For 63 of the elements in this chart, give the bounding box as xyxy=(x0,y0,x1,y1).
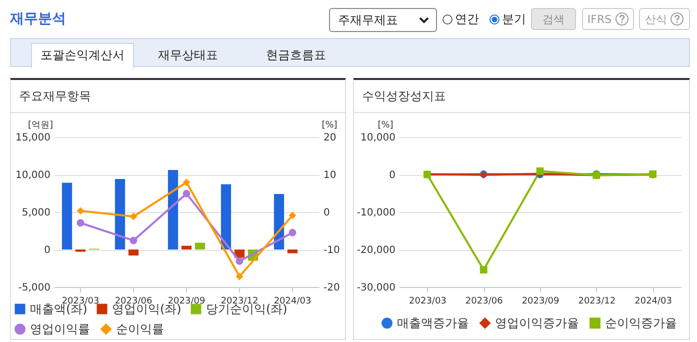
point xyxy=(288,212,296,220)
bar xyxy=(128,250,139,256)
legend-label: 순이익증가율 xyxy=(605,316,677,330)
y-tick-label: 10,000 xyxy=(360,132,396,144)
chart-title: 주요재무항목 xyxy=(11,80,345,113)
y-tick-label: -20,000 xyxy=(356,245,396,256)
point xyxy=(76,219,84,227)
y2-tick-label: 20 xyxy=(324,132,336,144)
y-tick-label: 15,000 xyxy=(16,132,50,144)
y-tick-label: 0 xyxy=(389,170,396,181)
y-tick-label: -30,000 xyxy=(356,282,396,294)
x-tick-label: 2024/03 xyxy=(634,296,672,306)
text: 재무상태표 xyxy=(158,47,218,64)
text: 연간 xyxy=(455,11,479,28)
y-tick-label: -10,000 xyxy=(356,208,396,218)
legend-label: 영업이익률 xyxy=(30,322,90,336)
point xyxy=(236,272,244,280)
legend-label: 영업이익(좌) xyxy=(112,302,182,316)
y-tick-label: -5,000 xyxy=(18,282,50,294)
bar xyxy=(287,250,298,254)
point xyxy=(480,266,488,274)
legend-label: 매출액증가율 xyxy=(397,316,469,330)
point xyxy=(536,167,544,175)
point xyxy=(130,212,138,220)
text: 재무분석 xyxy=(10,10,66,28)
y-axis-title: [억원] xyxy=(28,120,54,130)
y2-tick-label: 10 xyxy=(324,170,336,181)
text: 산식 xyxy=(645,12,667,26)
point xyxy=(182,190,190,198)
text: 현금흐름표 xyxy=(266,47,326,64)
point xyxy=(76,207,84,215)
y2-tick-label: 0 xyxy=(324,208,330,218)
legend-label: 순이익률 xyxy=(116,322,164,336)
bar xyxy=(220,184,232,250)
text: 검색 xyxy=(531,8,576,30)
y2-axis-title: [%] xyxy=(322,120,338,130)
x-tick-label: 2023/09 xyxy=(522,296,560,306)
point xyxy=(288,228,296,236)
bar xyxy=(181,246,192,250)
bar xyxy=(114,179,126,250)
y-tick-label: 10,000 xyxy=(16,170,50,181)
y2-tick-label: -10 xyxy=(324,245,340,256)
y2-tick-label: -20 xyxy=(324,282,340,294)
bar xyxy=(194,242,206,250)
y-axis-title: [%] xyxy=(378,120,394,130)
x-tick-label: 2023/12 xyxy=(578,296,616,306)
text: 분기 xyxy=(502,11,526,28)
point xyxy=(236,257,244,265)
x-tick-label: 2023/03 xyxy=(409,296,446,306)
text: 포괄손익계산서 xyxy=(31,43,134,68)
legend-label: 당기순이익(좌) xyxy=(206,302,288,316)
text: IFRS xyxy=(587,12,612,26)
point xyxy=(130,236,138,244)
bar xyxy=(62,182,72,250)
chart-title: 수익성장성지표 xyxy=(354,80,689,113)
legend-label: 매출액(좌) xyxy=(30,302,88,316)
legend-label: 영업이익증가율 xyxy=(495,316,579,330)
y-tick-label: 0 xyxy=(44,245,50,256)
bar xyxy=(168,170,178,250)
text: 주재무제표 xyxy=(329,8,437,32)
x-tick-label: 2023/06 xyxy=(465,296,504,306)
y-tick-label: 5,000 xyxy=(22,208,50,218)
point xyxy=(182,178,190,186)
